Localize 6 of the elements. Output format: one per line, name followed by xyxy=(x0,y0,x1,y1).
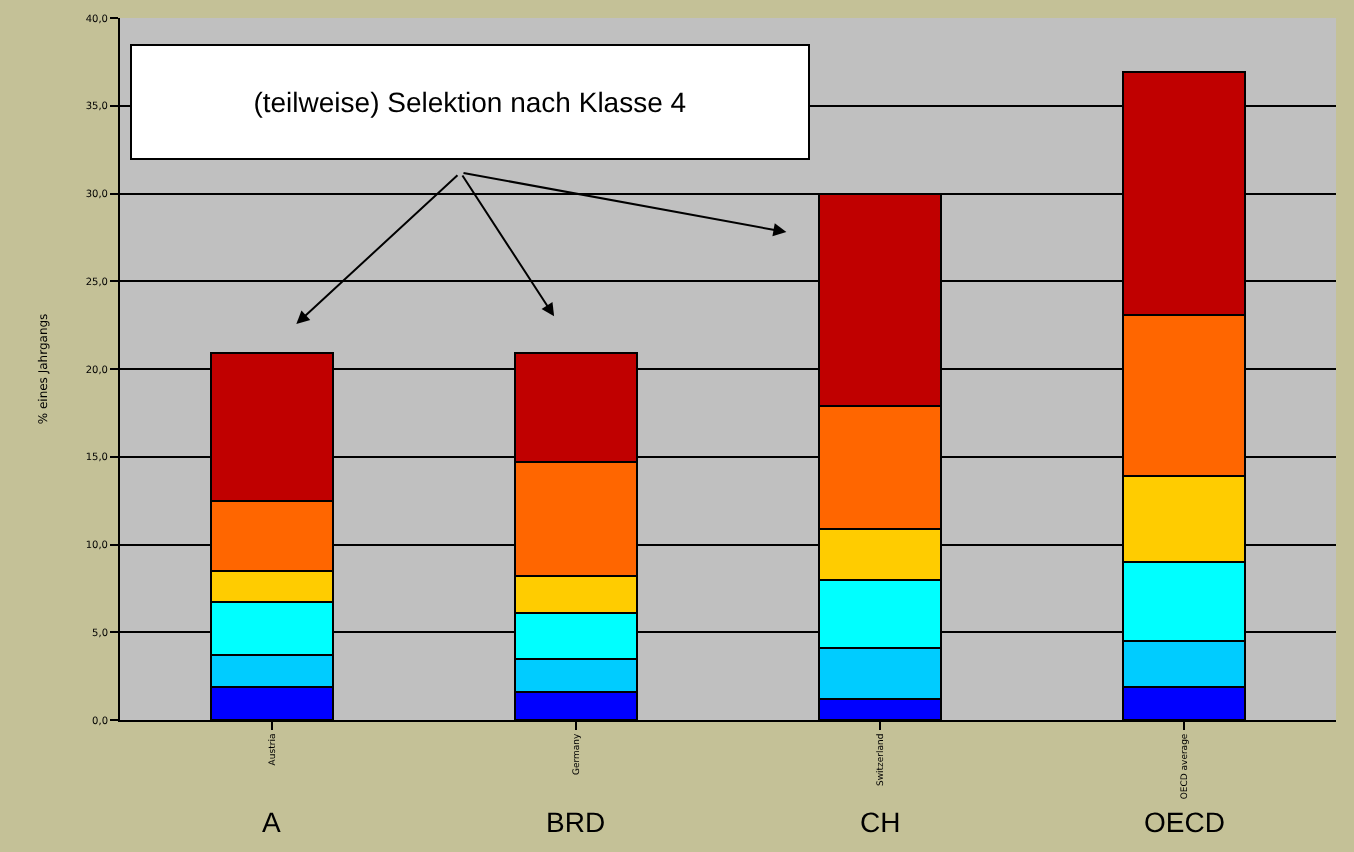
text: CH xyxy=(860,806,901,838)
annotation: (teilweise) Selektion nach Klasse 4 xyxy=(253,86,687,118)
text: A xyxy=(262,806,282,838)
text: BRD xyxy=(546,806,606,838)
text: OECD xyxy=(1144,806,1225,838)
callout-box: (teilweise) Selektion nach Klasse 4 xyxy=(130,44,810,160)
